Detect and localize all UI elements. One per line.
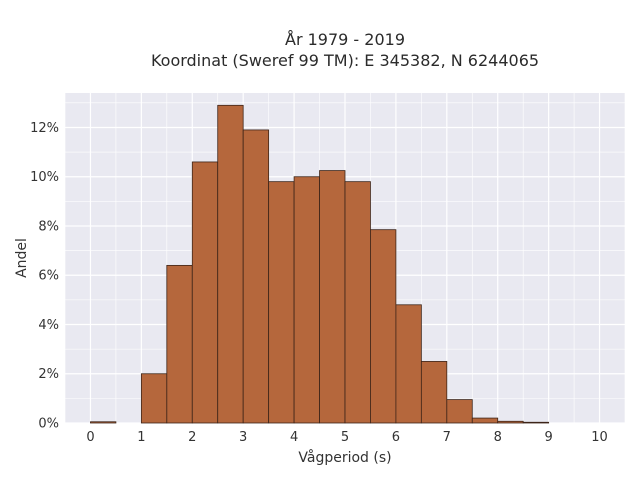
x-tick-label: 6 [392,430,400,445]
x-tick-label: 9 [544,430,552,445]
histogram-bar [471,417,499,424]
y-tick-label: 8% [38,219,59,234]
x-tick-label: 5 [341,430,349,445]
histogram-bar [166,264,193,424]
chart-title: År 1979 - 2019 [285,30,405,49]
x-tick-label: 4 [290,430,298,445]
chart-subtitle: Koordinat (Sweref 99 TM): E 345382, N 62… [151,51,539,70]
histogram-bar [191,161,219,424]
x-tick-label: 2 [188,430,196,445]
histogram-bar [446,399,473,424]
histogram-bar [370,229,397,424]
y-axis-ticks: 0% 2% 4% 6% 8% 10% 12% [30,121,59,432]
y-axis-label: Andel [14,238,30,278]
histogram-bar [420,361,448,424]
y-tick-label: 12% [30,121,59,136]
histogram-bar [319,170,346,424]
histogram-bar [293,176,320,424]
histogram-bar [242,129,270,424]
histogram-bar [395,304,422,424]
y-tick-label: 10% [30,170,59,185]
histogram-bar [497,420,524,424]
y-tick-label: 0% [38,417,59,432]
y-tick-label: 4% [38,318,59,333]
x-tick-label: 3 [239,430,247,445]
histogram-bar [217,104,244,424]
histogram-bar [90,421,117,424]
bars [90,104,550,424]
x-tick-label: 10 [591,430,608,445]
x-axis-ticks: 0 1 2 3 4 5 6 7 8 9 10 [86,430,608,445]
y-tick-label: 6% [38,269,59,284]
x-tick-label: 1 [137,430,145,445]
x-tick-label: 8 [494,430,502,445]
histogram-bar [344,181,371,424]
x-axis-label: Vågperiod (s) [298,449,391,466]
y-tick-label: 2% [38,367,59,382]
histogram-bar [140,373,168,424]
histogram-bar [522,421,550,424]
x-tick-label: 7 [443,430,451,445]
histogram-bar [268,181,295,424]
x-tick-label: 0 [86,430,94,445]
